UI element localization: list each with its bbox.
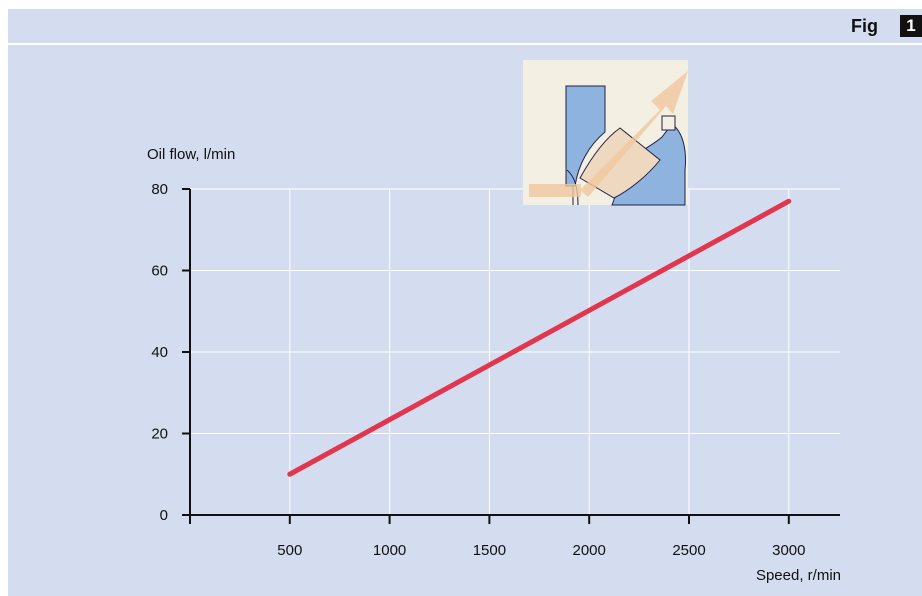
y-tick-label: 60 [151, 263, 168, 280]
x-tick-label: 500 [277, 542, 302, 559]
x-tick-label: 2500 [672, 542, 705, 559]
x-tick-label: 2000 [573, 542, 606, 559]
figure-header-rule [0, 43, 922, 45]
axes [188, 189, 840, 524]
y-tick-label: 0 [160, 507, 168, 524]
oil-flow-series-line [287, 198, 792, 477]
x-axis-label: Speed, r/min [755, 567, 841, 584]
ticks: 0 20 40 60 80 500 1000 1500 2000 2500 3000 [151, 181, 805, 559]
grid [190, 188, 840, 515]
x-tick-label: 1500 [473, 542, 506, 559]
figure-number: 1 [900, 15, 922, 37]
chart-panel [8, 9, 922, 596]
figure-label: Fig [851, 16, 878, 36]
y-tick-label: 80 [151, 181, 168, 198]
series-layer [287, 198, 792, 477]
x-tick-label: 1000 [373, 542, 406, 559]
y-tick-label: 20 [151, 426, 168, 443]
y-tick-label: 40 [151, 344, 168, 361]
y-axis-label: Oil flow, l/min [147, 146, 236, 163]
bearing-oil-flow-icon [523, 60, 688, 206]
x-tick-label: 3000 [772, 542, 805, 559]
